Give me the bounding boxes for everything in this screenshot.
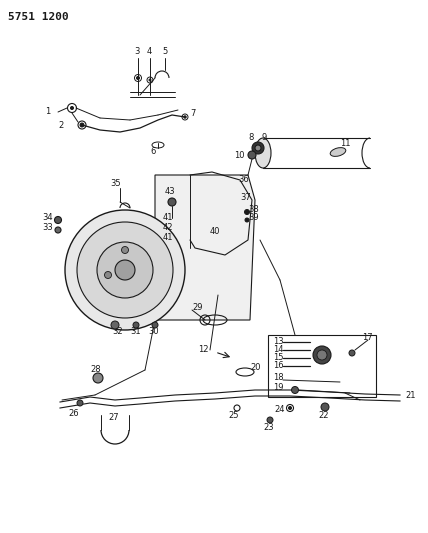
Bar <box>268 335 376 397</box>
Text: 4: 4 <box>147 47 152 56</box>
Text: 20: 20 <box>250 364 261 373</box>
Text: 5: 5 <box>162 47 167 56</box>
Circle shape <box>317 350 327 360</box>
Circle shape <box>349 350 355 356</box>
Text: 25: 25 <box>228 410 238 419</box>
Circle shape <box>71 107 74 109</box>
Circle shape <box>122 246 128 254</box>
Circle shape <box>255 145 261 151</box>
Circle shape <box>321 403 329 411</box>
Text: 24: 24 <box>274 406 285 415</box>
Text: 40: 40 <box>210 228 220 237</box>
Text: 6: 6 <box>150 148 155 157</box>
Text: 5751 1200: 5751 1200 <box>8 12 69 22</box>
Circle shape <box>252 142 264 154</box>
Circle shape <box>104 271 112 279</box>
Circle shape <box>149 79 151 81</box>
Circle shape <box>313 346 331 364</box>
Circle shape <box>115 260 135 280</box>
Circle shape <box>93 373 103 383</box>
Text: 38: 38 <box>248 206 259 214</box>
Text: 39: 39 <box>248 214 259 222</box>
Text: 7: 7 <box>190 109 195 117</box>
Circle shape <box>77 222 173 318</box>
Text: 36: 36 <box>238 175 249 184</box>
Circle shape <box>248 151 256 159</box>
Text: 43: 43 <box>165 188 175 197</box>
Text: 34: 34 <box>42 214 53 222</box>
Circle shape <box>80 123 84 127</box>
Circle shape <box>291 386 298 393</box>
Text: 11: 11 <box>340 139 351 148</box>
Ellipse shape <box>255 138 271 168</box>
Bar <box>174 239 182 242</box>
Circle shape <box>288 407 291 409</box>
Text: 12: 12 <box>198 345 208 354</box>
Text: 2: 2 <box>58 120 63 130</box>
Text: 17: 17 <box>362 333 373 342</box>
Text: 33: 33 <box>42 223 53 232</box>
Text: 16: 16 <box>273 361 284 370</box>
Circle shape <box>54 216 62 223</box>
Text: 19: 19 <box>273 384 283 392</box>
Bar <box>174 228 184 232</box>
Text: 28: 28 <box>90 366 101 375</box>
Text: 14: 14 <box>273 345 283 354</box>
Circle shape <box>111 321 119 329</box>
Text: 1: 1 <box>45 108 50 117</box>
Text: 31: 31 <box>130 327 141 336</box>
Text: 10: 10 <box>235 150 245 159</box>
Text: 8: 8 <box>249 133 254 141</box>
Text: 13: 13 <box>273 337 284 346</box>
Polygon shape <box>155 175 255 320</box>
Text: 23: 23 <box>263 424 273 432</box>
Circle shape <box>184 116 186 118</box>
Circle shape <box>55 227 61 233</box>
Circle shape <box>65 210 185 330</box>
Text: 29: 29 <box>192 303 202 312</box>
Circle shape <box>77 400 83 406</box>
Text: 27: 27 <box>108 414 119 423</box>
Text: 21: 21 <box>405 392 416 400</box>
Text: 18: 18 <box>273 374 284 383</box>
Text: 41: 41 <box>163 233 173 243</box>
Text: 42: 42 <box>163 223 173 232</box>
Circle shape <box>152 322 158 328</box>
Text: 15: 15 <box>273 353 283 362</box>
Text: 35: 35 <box>110 179 121 188</box>
Text: 26: 26 <box>68 408 79 417</box>
Text: 32: 32 <box>112 327 123 336</box>
Circle shape <box>133 322 139 328</box>
Circle shape <box>245 218 249 222</box>
Bar <box>174 219 182 222</box>
Ellipse shape <box>330 148 346 156</box>
Text: 30: 30 <box>148 327 159 336</box>
Text: 41: 41 <box>163 214 173 222</box>
Circle shape <box>244 209 250 214</box>
Circle shape <box>137 77 140 79</box>
Text: 37: 37 <box>240 193 251 203</box>
Text: 9: 9 <box>262 133 267 141</box>
Text: 22: 22 <box>318 410 329 419</box>
Text: 3: 3 <box>134 47 140 56</box>
Circle shape <box>97 242 153 298</box>
Circle shape <box>267 417 273 423</box>
Circle shape <box>168 198 176 206</box>
